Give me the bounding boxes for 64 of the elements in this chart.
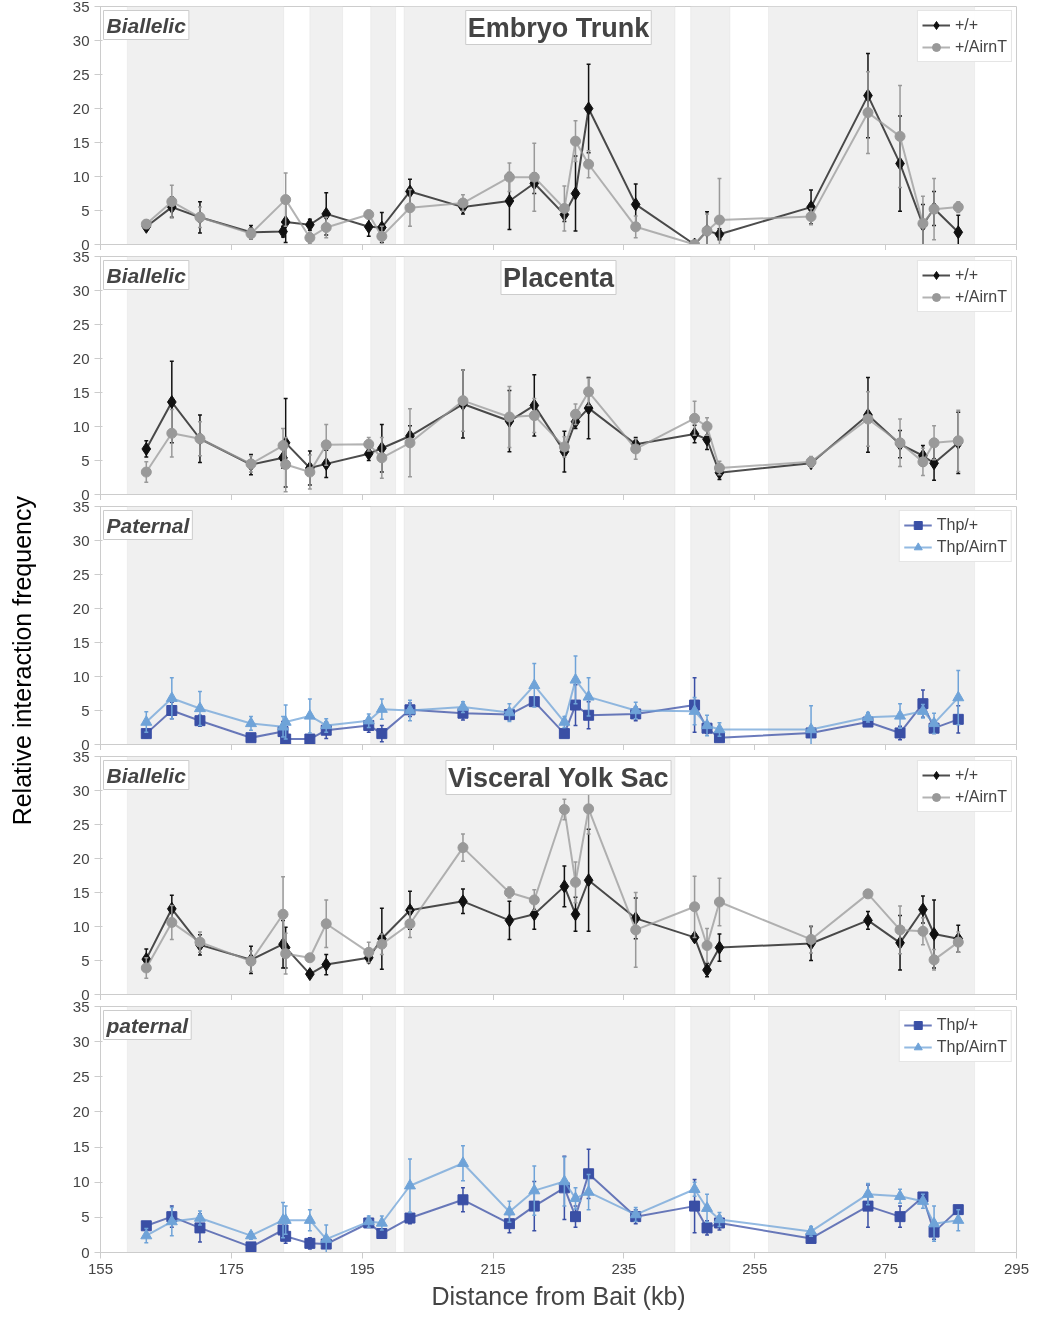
y-tick-label: 30: [72, 781, 90, 799]
y-tick-label: 15: [72, 1138, 90, 1156]
chart-subtitle: Biallelic: [106, 13, 187, 37]
y-tick-label: 10: [72, 1173, 90, 1191]
y-tick-label: 15: [72, 133, 90, 151]
chart-subtitle: Biallelic: [106, 763, 187, 787]
y-tick-label: 25: [72, 1067, 90, 1085]
x-tick-label: 275: [873, 1259, 899, 1277]
y-tick-label: 0: [81, 1243, 90, 1261]
x-tick-label: 235: [611, 1259, 637, 1277]
y-tick-label: 10: [72, 167, 90, 185]
y-tick-label: 10: [72, 417, 90, 435]
y-tick-label: 10: [72, 667, 90, 685]
x-tick-label: 175: [218, 1259, 244, 1277]
y-tick-label: 15: [72, 883, 90, 901]
legend-label: +/+: [954, 266, 979, 284]
chart-title: Embryo Trunk: [467, 12, 651, 43]
legend-label: +/AirnT: [954, 288, 1007, 306]
x-axis-title: Distance from Bait (kb): [431, 1281, 686, 1310]
x-tick-label: 295: [1003, 1259, 1030, 1277]
y-tick-label: 5: [81, 1208, 90, 1226]
legend-label: +/AirnT: [954, 788, 1007, 806]
y-tick-label: 5: [81, 201, 90, 219]
chart-subtitle: Paternal: [106, 513, 191, 537]
y-tick-label: 30: [72, 31, 90, 49]
y-tick-label: 10: [72, 917, 90, 935]
legend-label: Thp/+: [936, 1016, 979, 1034]
x-tick-label: 155: [87, 1259, 114, 1277]
y-tick-label: 0: [81, 985, 90, 1003]
y-tick-label: 30: [72, 531, 90, 549]
y-tick-label: 20: [72, 849, 90, 867]
y-tick-label: 15: [72, 383, 90, 401]
y-tick-label: 25: [72, 315, 90, 333]
chart-subtitle: paternal: [105, 1013, 190, 1037]
y-tick-label: 15: [72, 633, 90, 651]
x-tick-label: 255: [742, 1259, 768, 1277]
legend-label: +/AirnT: [954, 38, 1007, 56]
legend-label: Thp/AirnT: [936, 1038, 1007, 1056]
legend-label: Thp/+: [936, 516, 979, 534]
y-tick-label: 20: [72, 349, 90, 367]
y-tick-label: 20: [72, 1102, 90, 1120]
x-tick-label: 215: [480, 1259, 506, 1277]
y-tick-label: 30: [72, 1032, 90, 1050]
chart-subtitle: Biallelic: [106, 263, 187, 287]
y-tick-label: 25: [72, 65, 90, 83]
y-tick-label: 30: [72, 281, 90, 299]
y-tick-label: 0: [81, 485, 90, 503]
y-tick-label: 0: [81, 235, 90, 253]
y-tick-label: 5: [81, 951, 90, 969]
y-tick-label: 25: [72, 815, 90, 833]
legend-label: +/+: [954, 16, 979, 34]
y-tick-label: 20: [72, 99, 90, 117]
chart-title: Visceral Yolk Sac: [447, 762, 669, 793]
legend-label: +/+: [954, 766, 979, 784]
chart-title: Placenta: [502, 262, 616, 293]
y-tick-label: 20: [72, 599, 90, 617]
y-axis-title: Relative interaction frequency: [7, 496, 37, 826]
y-tick-label: 5: [81, 451, 90, 469]
legend-label: Thp/AirnT: [936, 538, 1007, 556]
y-tick-label: 0: [81, 735, 90, 753]
x-tick-label: 195: [349, 1259, 375, 1277]
y-tick-label: 35: [72, 0, 90, 15]
y-tick-label: 5: [81, 701, 90, 719]
y-tick-label: 25: [72, 565, 90, 583]
